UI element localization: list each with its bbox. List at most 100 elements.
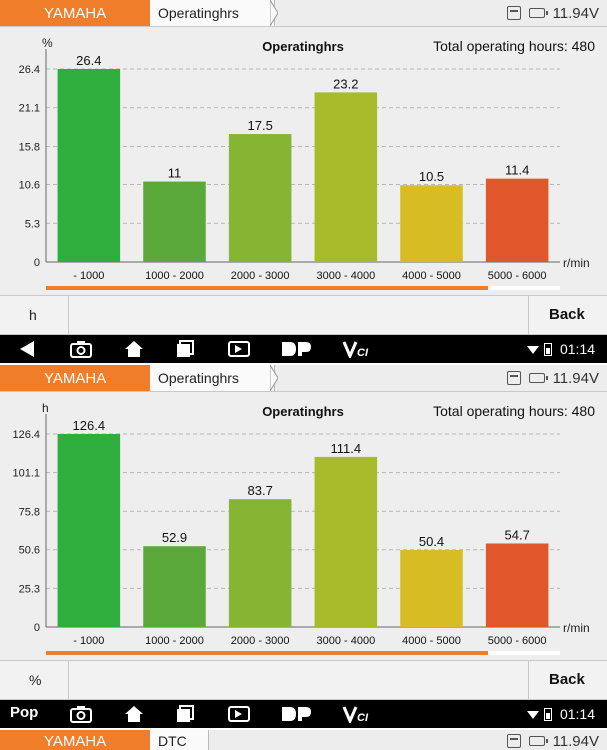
x-tick-label: 4000 - 5000 [402,635,461,647]
battery-voltage-icon [528,373,548,383]
bar-6 [485,543,549,627]
vci-connect-icon[interactable] [228,340,250,358]
bar-4 [314,92,378,262]
calendar-icon[interactable] [506,371,521,385]
x-tick-label: 4000 - 5000 [402,270,461,282]
brand-tab[interactable]: YAMAHA [0,0,152,26]
bar-value-label: 11.4 [505,163,529,178]
bar-4 [314,456,378,627]
recent-apps-icon[interactable] [176,705,194,723]
y-tick-label: 5.3 [25,218,40,230]
tab-chevron-icon [270,0,278,26]
bar-3 [228,134,292,262]
brand-tab[interactable]: YAMAHA [0,730,152,750]
wifi-icon [527,711,539,719]
vci-connect-icon[interactable] [228,705,250,723]
screenshot-icon[interactable] [70,705,92,723]
chart-scrollbar[interactable] [46,651,560,655]
chart-scrollbar[interactable] [46,286,560,290]
home-icon[interactable] [124,705,144,723]
x-tick-label: 2000 - 3000 [231,635,290,647]
bar-6 [485,178,549,262]
recent-apps-icon[interactable] [176,340,194,358]
vci-logo-icon[interactable]: CI [342,340,372,358]
total-hours-label: Total operating hours: 480 [433,38,595,54]
bar-value-label: 126.4 [73,418,106,433]
svg-text:CI: CI [357,712,369,723]
pop-overlay-label[interactable]: Pop [10,704,39,721]
android-nav-bar: Pop CI 01:14 [0,700,607,728]
voltage-readout: 11.94V [552,4,599,22]
bar-1 [57,434,121,627]
y-tick-label: 75.8 [19,506,40,518]
bar-2 [143,181,206,262]
bar-chart-hours: 0 25.3 50.6 75.8 101.1 126.4 h r/min Operatinghr… [12,401,595,647]
chart-title: Operatinghrs [262,39,344,54]
tab-label: Operatinghrs [158,370,239,386]
y-axis-label: h [42,401,49,415]
bar-value-label: 111.4 [331,441,362,456]
calendar-icon[interactable] [506,734,521,748]
svg-text:CI: CI [357,347,369,358]
bar-3 [228,499,292,627]
back-button[interactable]: Back [528,661,607,699]
footer-bar: % Back [0,660,607,700]
x-axis-label: r/min [563,621,590,635]
top-panel: YAMAHA Operatinghrs 11.94V 0 5.3 10.6 15.8 2… [0,0,607,363]
dp-logo-icon[interactable] [280,705,312,723]
tab-label: DTC [158,733,187,749]
bar-value-label: 26.4 [76,53,101,68]
x-tick-label: 3000 - 4000 [316,270,375,282]
y-axis-label: % [42,36,53,50]
y-tick-label: 0 [34,257,40,269]
unit-toggle-label: % [29,672,42,688]
bar-2 [143,546,206,627]
x-tick-label: 2000 - 3000 [231,270,290,282]
home-icon[interactable] [124,340,144,358]
bar-1 [57,69,121,262]
x-axis-label: r/min [563,256,590,270]
y-tick-label: 21.1 [19,103,40,115]
chart-scroll-thumb[interactable] [46,651,489,655]
x-tick-label: 3000 - 4000 [316,635,375,647]
calendar-icon[interactable] [506,6,521,20]
tab-chevron-icon [270,365,278,391]
unit-toggle-label: h [29,307,37,323]
bar-value-label: 54.7 [505,527,530,542]
bar-value-label: 11 [168,166,182,181]
brand-label: YAMAHA [44,5,107,22]
battery-voltage-icon [528,8,548,18]
brand-label: YAMAHA [44,733,107,750]
screenshot-icon[interactable] [70,340,92,358]
back-icon[interactable] [16,340,36,358]
clock: 01:14 [559,341,595,357]
next-screen-strip: YAMAHA DTC 11.94V [0,730,607,750]
dp-logo-icon[interactable] [280,340,312,358]
y-tick-label: 101.1 [12,468,40,480]
unit-toggle-button[interactable]: % [0,661,69,699]
unit-toggle-button[interactable]: h [0,296,69,334]
brand-label: YAMAHA [44,370,107,387]
bar-value-label: 52.9 [162,530,187,545]
operating-hours-chart: 0 25.3 50.6 75.8 101.1 126.4 h r/min Operatinghr… [0,392,607,660]
total-hours-label: Total operating hours: 480 [433,403,595,419]
y-tick-label: 0 [34,622,40,634]
vci-logo-icon[interactable]: CI [342,705,372,723]
x-tick-label: - 1000 [73,635,104,647]
operatinghrs-tab[interactable]: Operatinghrs [150,0,275,26]
title-bar: YAMAHA Operatinghrs 11.94V [0,0,607,27]
operating-hours-chart: 0 5.3 10.6 15.8 21.1 26.4% r/min Operatinghrs To… [0,27,607,295]
y-tick-label: 15.8 [19,141,40,153]
voltage-readout: 11.94V [552,369,599,387]
bar-value-label: 23.2 [333,76,358,91]
x-tick-label: 5000 - 6000 [488,270,547,282]
dtc-tab[interactable]: DTC [150,730,209,750]
bar-5 [400,185,463,262]
operatinghrs-tab[interactable]: Operatinghrs [150,365,275,391]
bar-value-label: 83.7 [248,483,273,498]
brand-tab[interactable]: YAMAHA [0,365,152,391]
android-nav-bar: CI 01:14 [0,335,607,363]
chart-scroll-thumb[interactable] [46,286,489,290]
back-button[interactable]: Back [528,296,607,334]
y-tick-label: 126.4 [12,429,40,441]
